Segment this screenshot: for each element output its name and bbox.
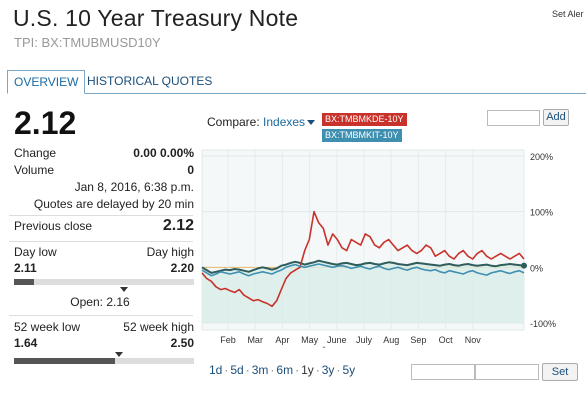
x-tick-label: Feb [220, 335, 236, 345]
tab-overview[interactable]: OVERVIEW [7, 70, 86, 94]
day-range-values: 2.11 2.20 [14, 261, 194, 277]
timestamp-row: Jan 8, 2016, 6:38 p.m. [14, 180, 194, 196]
timeframe-separator: · [295, 363, 300, 377]
divider [9, 241, 193, 242]
set-alert-link[interactable]: Set Aler [552, 9, 584, 19]
prev-close-label: Previous close [14, 219, 93, 233]
x-tick-label: Oct [439, 335, 454, 345]
compare-tag-it[interactable]: BX:TMBMKIT-10Y [322, 129, 402, 142]
y-axis-labels: 200% 100% 0% -100% [530, 152, 556, 329]
compare-control: Compare: Indexes [207, 115, 316, 129]
volume-row: Volume 0 [14, 163, 194, 179]
quote-timestamp: Jan 8, 2016, 6:38 p.m. [74, 180, 194, 194]
week52-labels: 52 week low 52 week high [14, 320, 194, 336]
volume-label: Volume [14, 163, 55, 177]
day-range-labels: Day low Day high [14, 245, 194, 261]
series-line [201, 263, 525, 277]
tab-historical-quotes[interactable]: HISTORICAL QUOTES [87, 74, 213, 88]
week52-low-label: 52 week low [14, 320, 81, 334]
day-high-value: 2.20 [170, 261, 194, 275]
x-tick-label: Apr [275, 335, 289, 345]
day-low-value: 2.11 [14, 261, 37, 275]
compare-tag-de[interactable]: BX:TMBMKDE-10Y [322, 113, 407, 126]
series-line [201, 259, 525, 274]
delay-row: Quotes are delayed by 20 min [14, 197, 194, 213]
tab-bar: OVERVIEW HISTORICAL QUOTES [7, 70, 586, 94]
day-low-label: Day low [14, 245, 57, 259]
price-chart[interactable]: 200% 100% 0% -100% Feb Mar Apr May June July Aug S… [200, 148, 586, 348]
divider [9, 215, 193, 216]
open-price: Open: 2.16 [70, 295, 130, 309]
week52-high-label: 52 week high [123, 320, 194, 334]
series-line [201, 210, 525, 308]
last-price: 2.12 [14, 105, 77, 141]
y-tick-label: 0% [530, 263, 543, 273]
day-range-bar [14, 279, 194, 285]
series-area [202, 260, 524, 323]
timeframe-1d[interactable]: 1d [209, 363, 223, 377]
timeframe-separator: · [270, 363, 275, 377]
x-tick-label: May [301, 335, 319, 345]
x-tick-label: June [327, 335, 347, 345]
timeframe-1y[interactable]: 1y [301, 363, 314, 377]
compare-dropdown-value: Indexes [263, 115, 306, 129]
timeframe-separator: · [224, 363, 229, 377]
timeframe-5y[interactable]: 5y [342, 363, 356, 377]
week52-range-bar [14, 358, 194, 364]
day-range-marker [119, 287, 128, 292]
compare-symbol-input[interactable] [487, 110, 540, 126]
timeframe-5d[interactable]: 5d [230, 363, 244, 377]
area-layer [202, 260, 524, 323]
timeframe-separator: · [315, 363, 320, 377]
timeframe-3m[interactable]: 3m [251, 363, 269, 377]
x-tick-label: July [356, 335, 373, 345]
change-row: Change 0.00 0.00% [14, 146, 194, 162]
compare-label: Compare: [207, 115, 260, 129]
change-value: 0.00 0.00% [133, 146, 194, 160]
delay-note: Quotes are delayed by 20 min [33, 197, 194, 211]
week52-range-fill [14, 358, 115, 364]
timeframe-separator: · [336, 363, 341, 377]
timeframe-separator: · [245, 363, 250, 377]
week52-high-value: 2.50 [170, 336, 194, 350]
prev-close-value: 2.12 [162, 217, 194, 234]
x-axis-labels: Feb Mar Apr May June July Aug Sep Oct Nov [220, 335, 481, 348]
y-tick-label: 200% [530, 152, 553, 162]
prev-close-row: Previous close 2.12 [14, 217, 194, 239]
week52-values: 1.64 2.50 [14, 336, 194, 352]
range-from-input[interactable] [411, 364, 475, 380]
timeframe-selector: 1d · 5d · 3m · 6m · 1y · 3y · 5y [209, 363, 355, 377]
change-label: Change [14, 146, 57, 160]
y-tick-label: -100% [530, 319, 556, 329]
x-tick-label: Nov [465, 335, 482, 345]
ticker-subtitle: TPI: BX:TMUBMUSD10Y [14, 35, 161, 50]
x-tick-label: Aug [383, 335, 399, 345]
week52-low-value: 1.64 [14, 336, 38, 350]
week52-marker [114, 352, 123, 357]
timeframe-6m[interactable]: 6m [276, 363, 294, 377]
x-tick-label: Mar [247, 335, 263, 345]
range-to-input[interactable] [475, 364, 539, 380]
divider [9, 315, 193, 316]
x-tick-label: Sep [410, 335, 426, 345]
last-point-marker [521, 262, 527, 269]
page-title: U.S. 10 Year Treasury Note [13, 5, 299, 31]
chevron-down-icon [307, 120, 316, 126]
day-range-fill [14, 279, 34, 285]
range-marker-icon [322, 346, 326, 348]
day-high-label: Day high [146, 245, 194, 259]
y-tick-label: 100% [530, 208, 553, 218]
volume-value: 0 [187, 163, 194, 177]
timeframe-3y[interactable]: 3y [321, 363, 335, 377]
series-layer [201, 210, 527, 308]
set-range-button[interactable]: Set [542, 363, 578, 381]
compare-dropdown[interactable]: Indexes [263, 115, 316, 129]
add-button[interactable]: Add [543, 109, 569, 126]
